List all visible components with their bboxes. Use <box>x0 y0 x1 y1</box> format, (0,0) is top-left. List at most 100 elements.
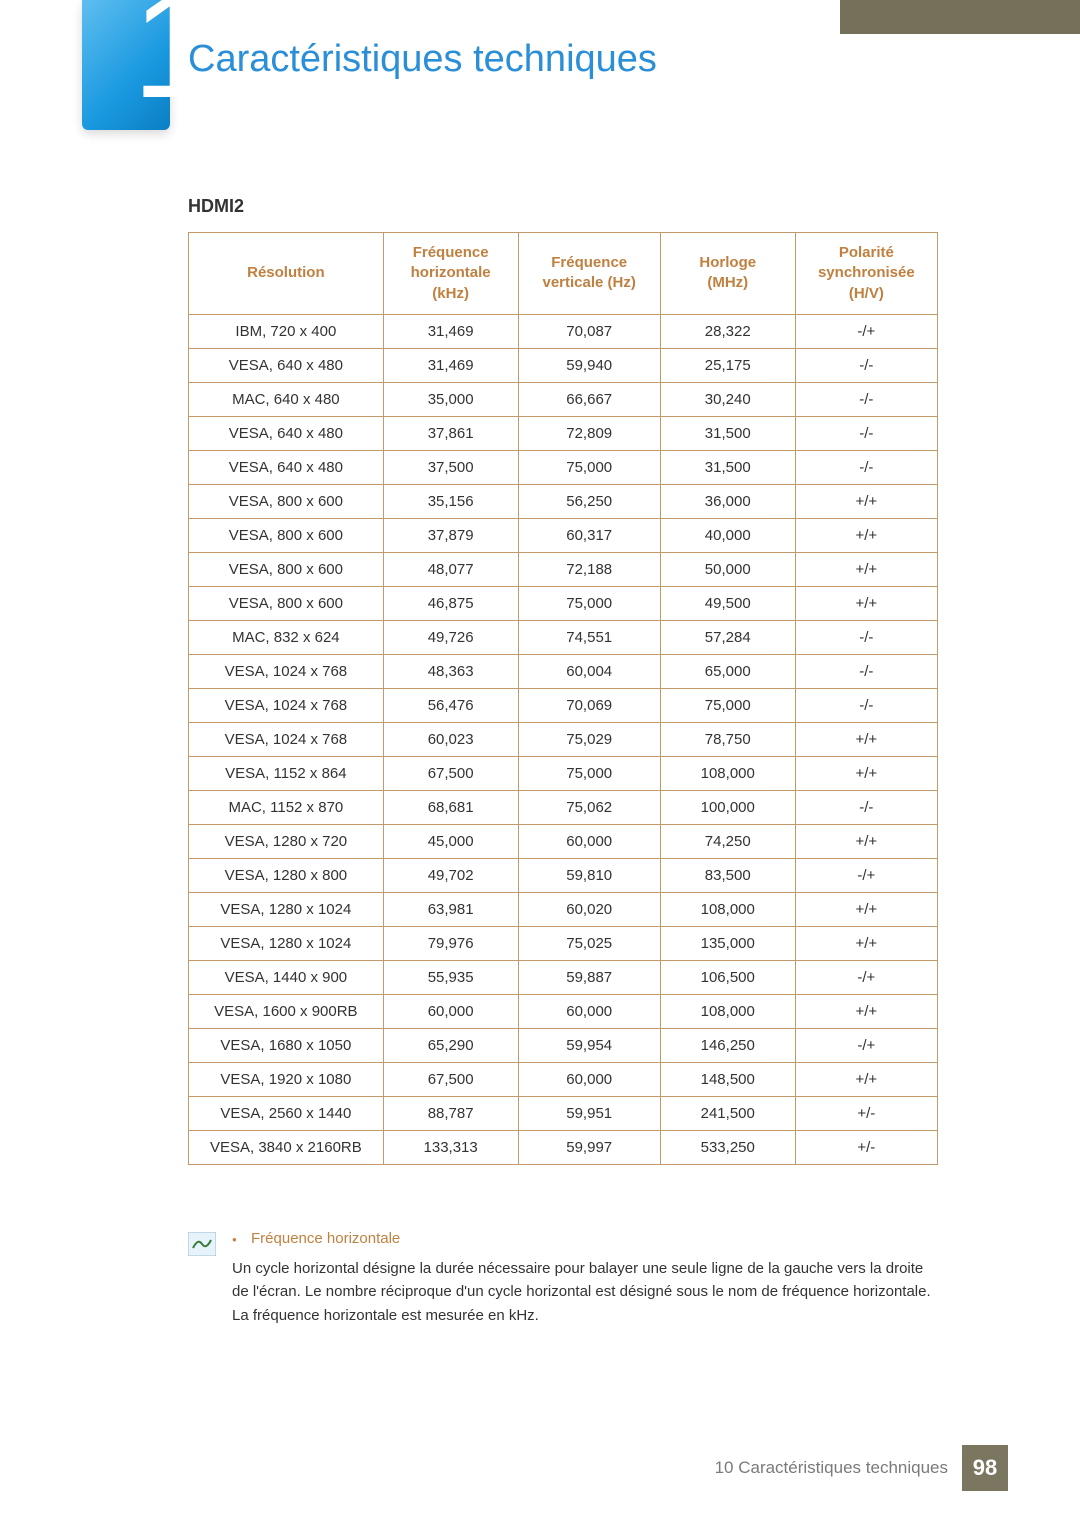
table-cell: 59,810 <box>518 858 660 892</box>
table-cell: 75,000 <box>518 586 660 620</box>
table-cell: 59,997 <box>518 1130 660 1164</box>
table-cell: 36,000 <box>660 484 795 518</box>
page-title: Caractéristiques techniques <box>188 38 657 81</box>
table-cell: -/- <box>795 620 937 654</box>
table-row: VESA, 1280 x 102479,97675,025135,000+/+ <box>189 926 938 960</box>
table-row: VESA, 640 x 48037,50075,00031,500-/- <box>189 450 938 484</box>
table-cell: 100,000 <box>660 790 795 824</box>
table-cell: 49,500 <box>660 586 795 620</box>
table-cell: -/+ <box>795 1028 937 1062</box>
table-cell: VESA, 2560 x 1440 <box>189 1096 384 1130</box>
footer-page-badge: 98 <box>962 1445 1008 1491</box>
table-cell: -/- <box>795 790 937 824</box>
table-cell: 78,750 <box>660 722 795 756</box>
table-cell: 72,188 <box>518 552 660 586</box>
table-cell: +/+ <box>795 892 937 926</box>
table-cell: +/+ <box>795 722 937 756</box>
table-cell: VESA, 640 x 480 <box>189 450 384 484</box>
table-cell: 57,284 <box>660 620 795 654</box>
section-label: HDMI2 <box>188 196 244 217</box>
table-cell: 75,000 <box>518 450 660 484</box>
table-cell: 25,175 <box>660 348 795 382</box>
table-header-cell: Résolution <box>189 233 384 315</box>
table-cell: VESA, 800 x 600 <box>189 586 384 620</box>
table-cell: 75,025 <box>518 926 660 960</box>
table-cell: VESA, 3840 x 2160RB <box>189 1130 384 1164</box>
table-cell: VESA, 640 x 480 <box>189 416 384 450</box>
table-header-cell: Fréquencehorizontale(kHz) <box>383 233 518 315</box>
table-cell: 46,875 <box>383 586 518 620</box>
table-cell: 148,500 <box>660 1062 795 1096</box>
table-cell: VESA, 1280 x 1024 <box>189 926 384 960</box>
table-row: VESA, 1680 x 105065,29059,954146,250-/+ <box>189 1028 938 1062</box>
table-cell: 74,551 <box>518 620 660 654</box>
table-cell: -/- <box>795 382 937 416</box>
table-cell: -/+ <box>795 960 937 994</box>
table-row: VESA, 1024 x 76848,36360,00465,000-/- <box>189 654 938 688</box>
table-cell: -/- <box>795 348 937 382</box>
table-cell: 59,887 <box>518 960 660 994</box>
table-cell: 67,500 <box>383 1062 518 1096</box>
table-cell: 50,000 <box>660 552 795 586</box>
table-cell: 60,004 <box>518 654 660 688</box>
table-cell: 79,976 <box>383 926 518 960</box>
table-row: VESA, 800 x 60037,87960,31740,000+/+ <box>189 518 938 552</box>
table-cell: VESA, 800 x 600 <box>189 484 384 518</box>
table-cell: 88,787 <box>383 1096 518 1130</box>
table-cell: 75,000 <box>660 688 795 722</box>
table-header-cell: Polaritésynchronisée(H/V) <box>795 233 937 315</box>
table-cell: 48,077 <box>383 552 518 586</box>
table-cell: 133,313 <box>383 1130 518 1164</box>
note-icon <box>188 1232 216 1256</box>
table-cell: 83,500 <box>660 858 795 892</box>
note-block: Fréquence horizontale Un cycle horizonta… <box>188 1230 938 1327</box>
table-cell: 37,879 <box>383 518 518 552</box>
table-cell: -/- <box>795 416 937 450</box>
table-cell: 56,250 <box>518 484 660 518</box>
table-cell: VESA, 1024 x 768 <box>189 722 384 756</box>
table-row: IBM, 720 x 40031,46970,08728,322-/+ <box>189 314 938 348</box>
table-cell: 56,476 <box>383 688 518 722</box>
table-cell: 31,500 <box>660 416 795 450</box>
table-cell: 533,250 <box>660 1130 795 1164</box>
table-cell: 48,363 <box>383 654 518 688</box>
table-cell: MAC, 640 x 480 <box>189 382 384 416</box>
table-cell: 49,702 <box>383 858 518 892</box>
table-cell: VESA, 1680 x 1050 <box>189 1028 384 1062</box>
table-row: VESA, 1920 x 108067,50060,000148,500+/+ <box>189 1062 938 1096</box>
chapter-badge: 10 <box>82 0 170 130</box>
table-cell: 28,322 <box>660 314 795 348</box>
table-cell: 60,020 <box>518 892 660 926</box>
table-cell: 67,500 <box>383 756 518 790</box>
table-cell: 108,000 <box>660 994 795 1028</box>
table-cell: 31,469 <box>383 314 518 348</box>
table-row: VESA, 3840 x 2160RB133,31359,997533,250+… <box>189 1130 938 1164</box>
table-cell: 68,681 <box>383 790 518 824</box>
table-cell: 35,000 <box>383 382 518 416</box>
table-row: VESA, 640 x 48037,86172,80931,500-/- <box>189 416 938 450</box>
table-cell: VESA, 800 x 600 <box>189 518 384 552</box>
table-cell: +/- <box>795 1130 937 1164</box>
table-cell: +/+ <box>795 926 937 960</box>
note-body: Un cycle horizontal désigne la durée néc… <box>232 1257 938 1327</box>
table-cell: 60,317 <box>518 518 660 552</box>
table-cell: 60,000 <box>518 994 660 1028</box>
table-header-cell: Horloge(MHz) <box>660 233 795 315</box>
table-cell: 37,861 <box>383 416 518 450</box>
table-cell: MAC, 1152 x 870 <box>189 790 384 824</box>
table-cell: VESA, 1024 x 768 <box>189 688 384 722</box>
table-cell: 108,000 <box>660 892 795 926</box>
table-cell: VESA, 640 x 480 <box>189 348 384 382</box>
table-cell: 60,000 <box>383 994 518 1028</box>
table-cell: MAC, 832 x 624 <box>189 620 384 654</box>
table-cell: VESA, 1440 x 900 <box>189 960 384 994</box>
table-cell: 70,069 <box>518 688 660 722</box>
table-cell: 60,000 <box>518 824 660 858</box>
table-cell: 65,290 <box>383 1028 518 1062</box>
table-cell: VESA, 1024 x 768 <box>189 654 384 688</box>
table-cell: -/- <box>795 654 937 688</box>
table-cell: 75,029 <box>518 722 660 756</box>
table-row: VESA, 2560 x 144088,78759,951241,500+/- <box>189 1096 938 1130</box>
table-cell: 40,000 <box>660 518 795 552</box>
table-row: VESA, 1280 x 102463,98160,020108,000+/+ <box>189 892 938 926</box>
